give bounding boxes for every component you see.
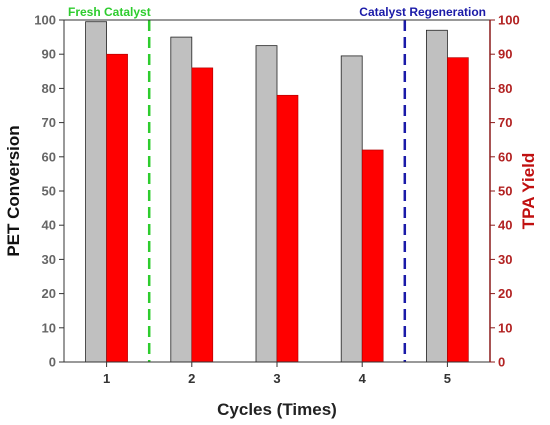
bar-pet-conversion-4 bbox=[340, 55, 363, 363]
y-tick-label-60: 60 bbox=[42, 149, 56, 164]
x-tick-label-4: 4 bbox=[359, 371, 367, 386]
x-axis-title: Cycles (Times) bbox=[217, 400, 337, 419]
bars-layer bbox=[85, 21, 469, 363]
y-tick-label-20: 20 bbox=[42, 286, 56, 301]
bar-tpa-yield-1 bbox=[106, 53, 128, 363]
y-tick-label-10: 10 bbox=[42, 320, 56, 335]
bar-tpa-yield-2 bbox=[191, 67, 214, 363]
x-tick-label-2: 2 bbox=[188, 371, 195, 386]
y-tick-label-0: 0 bbox=[49, 355, 56, 370]
x-tick-label-3: 3 bbox=[273, 371, 280, 386]
y-tick-label-100: 100 bbox=[34, 13, 56, 28]
ticks-layer: 0 10 20 30 40 50 60 70 80 90 100 0 10 20 30 40 50 60 70 80 9… bbox=[34, 13, 519, 387]
x-tick-label-1: 1 bbox=[103, 371, 110, 386]
y2-tick-label-90: 90 bbox=[498, 47, 512, 62]
y-tick-label-70: 70 bbox=[42, 115, 56, 130]
annotation-label-2: Catalyst Regeneration bbox=[359, 5, 486, 19]
y-tick-label-50: 50 bbox=[42, 184, 56, 199]
y-tick-label-30: 30 bbox=[42, 252, 56, 267]
y-tick-label-90: 90 bbox=[42, 47, 56, 62]
y2-tick-label-50: 50 bbox=[498, 184, 512, 199]
bar-pet-conversion-3 bbox=[255, 45, 278, 363]
y2-tick-label-20: 20 bbox=[498, 286, 512, 301]
y-axis-title: PET Conversion bbox=[4, 125, 23, 256]
y2-tick-label-30: 30 bbox=[498, 252, 512, 267]
y-tick-label-80: 80 bbox=[42, 81, 56, 96]
y2-tick-label-100: 100 bbox=[498, 13, 520, 28]
y2-tick-label-10: 10 bbox=[498, 320, 512, 335]
bar-tpa-yield-5 bbox=[447, 57, 469, 363]
annotations-layer: Fresh Catalyst Catalyst Regeneration bbox=[68, 5, 486, 362]
y2-axis-title: TPA Yield bbox=[519, 153, 538, 230]
x-tick-label-5: 5 bbox=[444, 371, 451, 386]
y2-tick-label-70: 70 bbox=[498, 115, 512, 130]
bar-tpa-yield-4 bbox=[361, 149, 384, 363]
bar-tpa-yield-3 bbox=[276, 94, 299, 363]
y2-tick-label-40: 40 bbox=[498, 218, 512, 233]
y2-tick-label-60: 60 bbox=[498, 149, 512, 164]
y2-tick-label-80: 80 bbox=[498, 81, 512, 96]
y-tick-label-40: 40 bbox=[42, 218, 56, 233]
bar-pet-conversion-1 bbox=[85, 21, 107, 363]
bar-pet-conversion-5 bbox=[425, 29, 448, 363]
bar-pet-conversion-2 bbox=[170, 36, 193, 363]
y2-tick-label-0: 0 bbox=[498, 355, 505, 370]
annotation-label-1: Fresh Catalyst bbox=[68, 5, 151, 19]
